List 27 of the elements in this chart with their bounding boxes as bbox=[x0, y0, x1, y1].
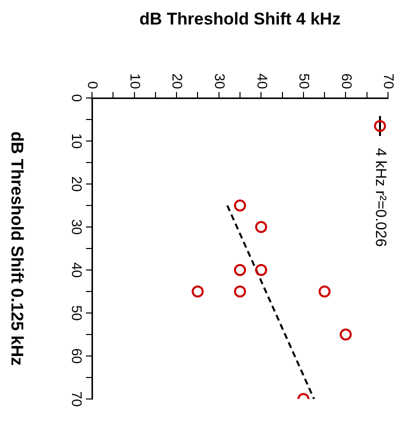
point bbox=[340, 328, 352, 340]
y-tick-label: 60 bbox=[69, 348, 86, 364]
legend-label: 4 kHz r²=0.026 bbox=[372, 148, 389, 247]
x-axis-title: dB Threshold Shift 4 kHz bbox=[139, 10, 341, 29]
y-tick-label: 70 bbox=[69, 391, 86, 407]
x-tick-label: 60 bbox=[338, 73, 355, 90]
y-tick-label: 30 bbox=[69, 219, 86, 235]
x-tick-label: 70 bbox=[381, 73, 398, 90]
x-tick-label: 10 bbox=[127, 73, 144, 90]
y-tick-label: 50 bbox=[69, 305, 86, 321]
point bbox=[234, 286, 246, 298]
point bbox=[192, 286, 204, 298]
y-tick-label: 40 bbox=[69, 262, 86, 278]
x-tick-label: 20 bbox=[170, 73, 186, 90]
point bbox=[255, 264, 268, 276]
point bbox=[234, 200, 246, 212]
x-tick-label: 30 bbox=[212, 73, 228, 90]
x-tick-label: 0 bbox=[85, 81, 102, 90]
point bbox=[318, 286, 331, 298]
y-tick-label: 0 bbox=[69, 94, 86, 102]
x-tick-label: 40 bbox=[254, 73, 270, 90]
point bbox=[234, 264, 246, 276]
point bbox=[255, 221, 268, 233]
x-tick-label: 50 bbox=[296, 73, 313, 90]
y-tick-label: 20 bbox=[69, 176, 86, 192]
y-tick-label: 10 bbox=[69, 133, 86, 149]
y-axis-title: dB Threshold Shift 0.125 kHz bbox=[7, 131, 26, 366]
